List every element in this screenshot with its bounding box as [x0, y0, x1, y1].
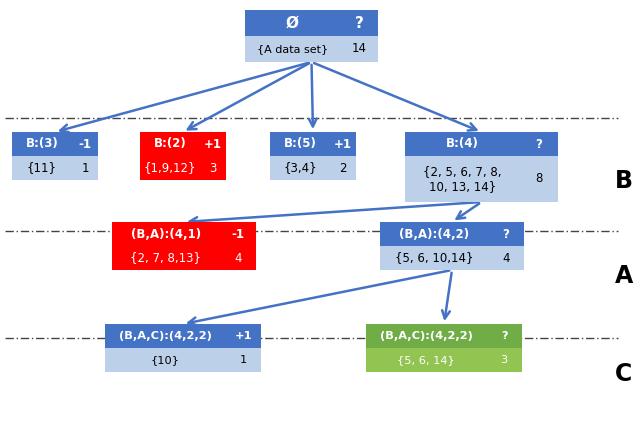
FancyBboxPatch shape	[488, 246, 524, 270]
FancyBboxPatch shape	[225, 348, 261, 372]
FancyBboxPatch shape	[340, 36, 378, 62]
FancyBboxPatch shape	[486, 348, 522, 372]
FancyBboxPatch shape	[405, 132, 520, 156]
Text: 3: 3	[209, 161, 217, 175]
Text: {1,9,12}: {1,9,12}	[144, 161, 197, 175]
Text: B:(5): B:(5)	[283, 138, 316, 150]
Text: ?: ?	[503, 227, 509, 241]
FancyBboxPatch shape	[330, 156, 356, 180]
FancyBboxPatch shape	[405, 156, 520, 202]
Text: (B,A):(4,1): (B,A):(4,1)	[131, 227, 201, 241]
Text: {3,4}: {3,4}	[283, 161, 317, 175]
Text: C: C	[616, 362, 633, 386]
FancyBboxPatch shape	[380, 222, 488, 246]
FancyBboxPatch shape	[105, 324, 225, 348]
Text: (B,A):(4,2): (B,A):(4,2)	[399, 227, 469, 241]
FancyBboxPatch shape	[366, 348, 486, 372]
Text: ?: ?	[501, 331, 507, 341]
Text: B:(4): B:(4)	[446, 138, 479, 150]
Text: B:(3): B:(3)	[26, 138, 58, 150]
Text: 4: 4	[502, 251, 510, 265]
FancyBboxPatch shape	[105, 348, 225, 372]
FancyBboxPatch shape	[380, 246, 488, 270]
FancyBboxPatch shape	[72, 132, 98, 156]
Text: (B,A,C):(4,2,2): (B,A,C):(4,2,2)	[119, 331, 211, 341]
Text: 1: 1	[239, 355, 247, 365]
FancyBboxPatch shape	[520, 156, 558, 202]
Text: 4: 4	[234, 251, 242, 265]
FancyBboxPatch shape	[200, 156, 226, 180]
FancyBboxPatch shape	[12, 132, 72, 156]
Text: Ø: Ø	[286, 15, 299, 31]
FancyBboxPatch shape	[200, 132, 226, 156]
Text: ?: ?	[535, 138, 542, 150]
Text: (B,A,C):(4,2,2): (B,A,C):(4,2,2)	[380, 331, 472, 341]
FancyBboxPatch shape	[220, 246, 256, 270]
Text: +1: +1	[204, 138, 222, 150]
Text: B:(2): B:(2)	[154, 138, 186, 150]
FancyBboxPatch shape	[225, 324, 261, 348]
Text: 1: 1	[81, 161, 89, 175]
Text: {5, 6, 10,14}: {5, 6, 10,14}	[395, 251, 473, 265]
FancyBboxPatch shape	[488, 222, 524, 246]
FancyBboxPatch shape	[486, 324, 522, 348]
Text: +1: +1	[334, 138, 352, 150]
FancyBboxPatch shape	[520, 132, 558, 156]
Text: ?: ?	[355, 15, 364, 31]
FancyBboxPatch shape	[340, 10, 378, 36]
Text: {2, 7, 8,13}: {2, 7, 8,13}	[131, 251, 202, 265]
FancyBboxPatch shape	[220, 222, 256, 246]
FancyBboxPatch shape	[140, 156, 200, 180]
Text: {10}: {10}	[151, 355, 179, 365]
FancyBboxPatch shape	[366, 324, 486, 348]
FancyBboxPatch shape	[112, 222, 220, 246]
Text: 14: 14	[352, 43, 366, 55]
FancyBboxPatch shape	[270, 156, 330, 180]
Text: 3: 3	[500, 355, 508, 365]
FancyBboxPatch shape	[72, 156, 98, 180]
FancyBboxPatch shape	[12, 156, 72, 180]
Text: 8: 8	[535, 173, 543, 185]
Text: {5, 6, 14}: {5, 6, 14}	[397, 355, 455, 365]
Text: {A data set}: {A data set}	[257, 44, 328, 54]
Text: A: A	[615, 264, 633, 288]
Text: B: B	[615, 169, 633, 193]
FancyBboxPatch shape	[330, 132, 356, 156]
FancyBboxPatch shape	[112, 246, 220, 270]
Text: -1: -1	[232, 227, 244, 241]
Text: -1: -1	[78, 138, 91, 150]
FancyBboxPatch shape	[270, 132, 330, 156]
FancyBboxPatch shape	[245, 36, 340, 62]
FancyBboxPatch shape	[245, 10, 340, 36]
Text: {2, 5, 6, 7, 8,
10, 13, 14}: {2, 5, 6, 7, 8, 10, 13, 14}	[423, 165, 501, 193]
Text: 2: 2	[339, 161, 346, 175]
Text: {11}: {11}	[27, 161, 57, 175]
FancyBboxPatch shape	[140, 132, 200, 156]
Text: +1: +1	[234, 331, 252, 341]
